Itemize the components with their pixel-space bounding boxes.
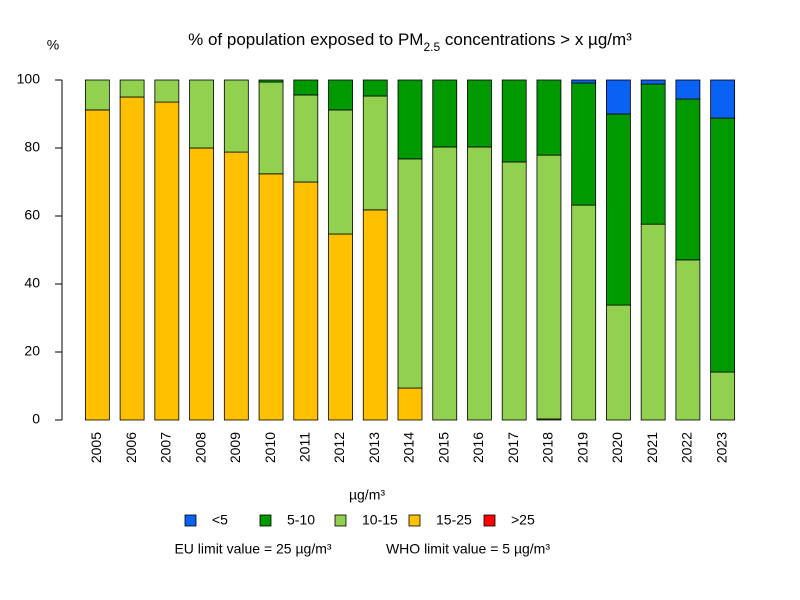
bar-segment [223,79,249,153]
legend-label: >25 [511,512,535,528]
bar-segment [293,181,319,421]
bar-segment [536,154,562,420]
bar-segment [362,95,388,211]
x-tick-label: 2008 [192,432,208,463]
y-tick-label: 100 [17,71,41,87]
bar-segment [397,158,423,389]
bar-segment [571,82,597,206]
bar-segment [154,79,180,103]
bar-segment [675,79,701,100]
y-tick-label: 20 [24,343,40,359]
x-tick-label: 2020 [609,432,625,463]
bar-segment [397,387,423,421]
bar-segment [119,96,145,421]
bar-segment [84,109,110,421]
bar-segment [675,98,701,261]
y-tick-label: 40 [24,275,40,291]
bar-segment [189,147,214,421]
bar-segment [640,79,666,85]
bar-segment [640,83,666,225]
note: EU limit value = 25 µg/m³ [174,541,331,557]
legend-label: 15-25 [436,512,472,528]
bar-segment [710,117,736,373]
legend-label: <5 [212,512,228,528]
x-tick-label: 2014 [401,432,417,463]
bar-segment [328,109,353,235]
note: WHO limit value = 5 µg/m³ [386,541,550,557]
bar-segment [710,79,736,119]
bar-segment [293,94,319,183]
bar-segment [571,204,597,421]
bar-segment [675,259,701,421]
legend-swatch [483,514,496,527]
y-axis-label: % [47,37,59,53]
bar-segment [223,151,249,421]
bar-segment [432,146,458,421]
bar-segment [467,146,492,421]
x-tick-label: 2011 [296,432,312,462]
x-tick-label: 2010 [262,432,278,463]
x-tick-label: 2009 [227,432,243,463]
bar-segment [362,79,388,97]
x-tick-label: 2023 [713,432,729,463]
x-tick-label: 2013 [366,432,382,463]
bar-segment [397,79,423,160]
bar-segment [154,101,180,421]
x-tick-label: 2005 [88,432,104,463]
bar-segment [571,79,597,84]
bar-segment [328,233,353,421]
bar-segment [189,79,214,149]
bar-segment [432,79,458,148]
bar-segment [362,209,388,421]
chart-title: % of population exposed to PM2.5 concent… [188,30,632,54]
x-tick-label: 2015 [435,432,451,463]
bar-segment [258,173,284,421]
x-tick-label: 2007 [158,432,174,463]
bar-segment [536,79,562,156]
bar-segment [328,79,353,111]
x-tick-label: 2022 [679,432,695,463]
bar-segment [119,79,145,98]
bar-segment [467,79,492,148]
legend-swatch [334,514,347,527]
bar-segment [501,161,527,421]
bar-segment [710,371,736,421]
x-tick-label: 2021 [644,432,660,463]
x-axis-label: µg/m³ [349,487,385,503]
bar-segment [606,113,631,306]
y-tick-label: 60 [24,207,40,223]
bar-segment [293,79,319,96]
x-tick-label: 2006 [123,432,139,463]
x-tick-label: 2018 [540,432,556,463]
legend-swatch [408,514,421,527]
bar-segment [606,304,631,421]
bar-segment [640,223,666,421]
y-tick-label: 80 [24,139,40,155]
bar-segment [606,79,631,115]
legend-label: 10-15 [362,512,398,528]
x-tick-label: 2019 [574,432,590,463]
legend-swatch [184,514,197,527]
y-tick-label: 0 [32,411,40,427]
bar-segment [258,81,284,175]
bar-segment [258,79,284,83]
x-tick-label: 2016 [470,432,486,463]
x-tick-label: 2017 [505,432,521,463]
bar-segment [501,79,527,163]
legend-label: 5-10 [287,512,315,528]
x-tick-label: 2012 [331,432,347,463]
legend-swatch [259,514,272,527]
bar-segment [84,79,110,111]
